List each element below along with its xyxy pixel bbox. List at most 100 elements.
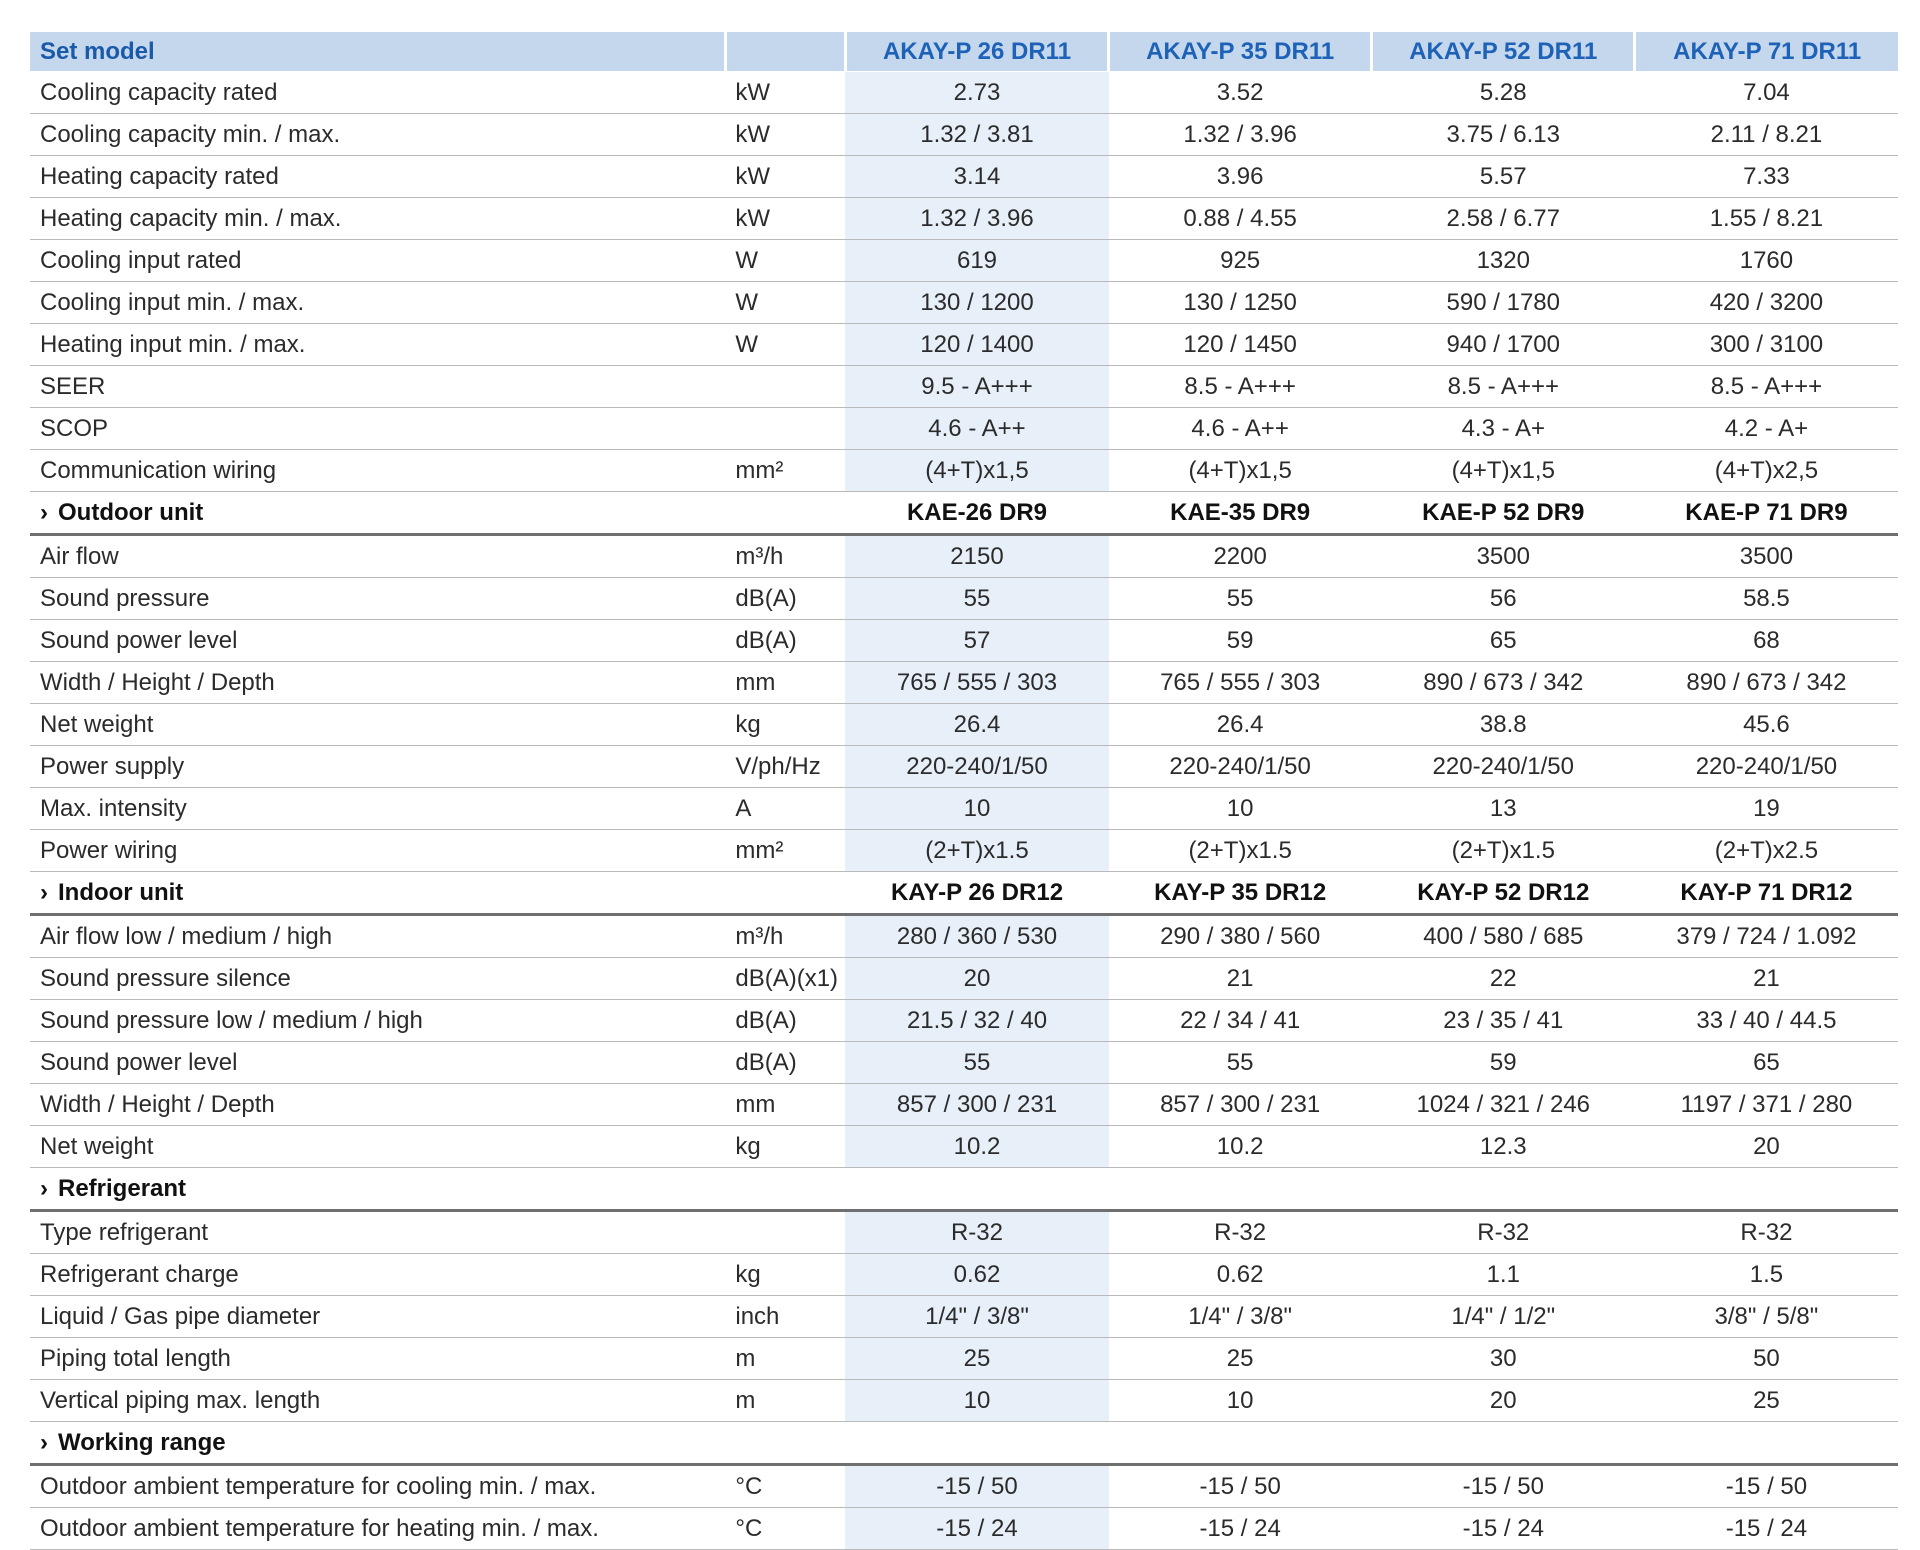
spec-value: 8.5 - A+++	[1371, 365, 1635, 408]
spec-value: 30	[1371, 1337, 1635, 1380]
spec-value: 21	[1634, 957, 1898, 1000]
spec-value: 10	[1108, 787, 1372, 830]
spec-value: 20	[845, 957, 1109, 1000]
section-title: Indoor unit	[58, 878, 184, 906]
spec-value: 2.58 / 6.77	[1371, 197, 1635, 240]
spec-value: 58.5	[1634, 577, 1898, 620]
spec-unit: kW	[725, 197, 846, 240]
section-title-cell: › Refrigerant	[30, 1167, 726, 1212]
spec-value: 290 / 380 / 560	[1108, 914, 1372, 958]
spec-value: 65	[1634, 1041, 1898, 1084]
section-model: KAY-P 35 DR12	[1108, 871, 1372, 916]
section-model: KAE-26 DR9	[845, 491, 1109, 536]
spec-value: 0.62	[1108, 1253, 1372, 1296]
spec-row: Cooling input min. / max. W 130 / 1200 130 …	[30, 281, 1898, 324]
spec-label: Liquid / Gas pipe diameter	[30, 1295, 726, 1338]
spec-label: Sound power level	[30, 1041, 726, 1084]
spec-value: 1.32 / 3.81	[845, 113, 1109, 156]
section-header: › Refrigerant	[30, 1167, 1898, 1212]
spec-row: Heating capacity rated kW 3.14 3.96 5.57 7.33	[30, 155, 1898, 198]
spec-row: Type refrigerant R-32 R-32 R-32 R-32	[30, 1210, 1898, 1254]
spec-label: Sound pressure	[30, 577, 726, 620]
spec-value: 3.52	[1108, 71, 1372, 114]
spec-value: 55	[1108, 577, 1372, 620]
spec-value: 619	[845, 239, 1109, 282]
section-title: Refrigerant	[58, 1174, 187, 1202]
spec-value: 2.73	[845, 71, 1109, 114]
spec-unit: kg	[725, 1125, 846, 1168]
spec-value: R-32	[1108, 1210, 1372, 1254]
spec-unit: kW	[725, 113, 846, 156]
spec-value: 3.75 / 6.13	[1371, 113, 1635, 156]
spec-unit: °C	[725, 1507, 846, 1550]
spec-value: 1.32 / 3.96	[845, 197, 1109, 240]
spec-value: 21.5 / 32 / 40	[845, 999, 1109, 1042]
spec-row: Vertical piping max. length m 10 10 20 25	[30, 1379, 1898, 1422]
spec-unit: kg	[725, 1253, 846, 1296]
spec-value: 59	[1371, 1041, 1635, 1084]
section-title-cell: › Outdoor unit	[30, 491, 726, 536]
spec-value: 765 / 555 / 303	[1108, 661, 1372, 704]
spec-row: Air flow low / medium / high m³/h 280 / 36…	[30, 914, 1898, 958]
spec-value: 59	[1108, 619, 1372, 662]
spec-value: 26.4	[1108, 703, 1372, 746]
spec-unit: W	[725, 239, 846, 282]
spec-value: 25	[1634, 1379, 1898, 1422]
header-model: AKAY-P 71 DR11	[1633, 32, 1898, 72]
spec-value: 56	[1371, 577, 1635, 620]
section-model	[1108, 1167, 1372, 1212]
section-model	[1108, 1421, 1372, 1466]
spec-value: 0.62	[845, 1253, 1109, 1296]
spec-value: 1/4" / 3/8"	[845, 1295, 1109, 1338]
spec-row: Max. intensity A 10 10 13 19	[30, 787, 1898, 830]
spec-value: 280 / 360 / 530	[845, 914, 1109, 958]
spec-label: Power wiring	[30, 829, 726, 872]
spec-table: Set model AKAY-P 26 DR11 AKAY-P 35 DR11 …	[30, 32, 1898, 1550]
section-model: KAE-35 DR9	[1108, 491, 1372, 536]
spec-value: 55	[845, 1041, 1109, 1084]
section-model: KAY-P 71 DR12	[1634, 871, 1898, 916]
spec-row: Width / Height / Depth mm 857 / 300 / 231 8…	[30, 1083, 1898, 1126]
spec-value: 1760	[1634, 239, 1898, 282]
spec-unit: V/ph/Hz	[725, 745, 846, 788]
spec-value: 3/8" / 5/8"	[1634, 1295, 1898, 1338]
chevron-right-icon: ›	[40, 1174, 48, 1202]
spec-value: (2+T)x1.5	[845, 829, 1109, 872]
spec-unit	[725, 365, 846, 408]
spec-value: -15 / 24	[845, 1507, 1109, 1550]
spec-value: 3500	[1371, 534, 1635, 578]
spec-value: 5.28	[1371, 71, 1635, 114]
header-row: Set model AKAY-P 26 DR11 AKAY-P 35 DR11 …	[30, 32, 1898, 72]
spec-value: 1.55 / 8.21	[1634, 197, 1898, 240]
spec-value: 33 / 40 / 44.5	[1634, 999, 1898, 1042]
spec-row: Power wiring mm² (2+T)x1.5 (2+T)x1.5 (2+T)x1…	[30, 829, 1898, 872]
spec-value: 379 / 724 / 1.092	[1634, 914, 1898, 958]
spec-unit: dB(A)	[725, 1041, 846, 1084]
spec-row: Net weight kg 26.4 26.4 38.8 45.6	[30, 703, 1898, 746]
spec-row: Width / Height / Depth mm 765 / 555 / 303 7…	[30, 661, 1898, 704]
spec-label: Vertical piping max. length	[30, 1379, 726, 1422]
spec-unit: °C	[725, 1464, 846, 1508]
spec-label: Power supply	[30, 745, 726, 788]
section-model	[1634, 1421, 1898, 1466]
spec-label: Heating input min. / max.	[30, 323, 726, 366]
section-unit-cell	[725, 1167, 846, 1212]
spec-value: 45.6	[1634, 703, 1898, 746]
spec-value: (2+T)x1.5	[1371, 829, 1635, 872]
spec-label: Communication wiring	[30, 449, 726, 492]
section-title: Outdoor unit	[58, 498, 204, 526]
section-model: KAE-P 71 DR9	[1634, 491, 1898, 536]
spec-value: (2+T)x2.5	[1634, 829, 1898, 872]
spec-row: Heating capacity min. / max. kW 1.32 / 3.9…	[30, 197, 1898, 240]
spec-label: Cooling input rated	[30, 239, 726, 282]
spec-row: Heating input min. / max. W 120 / 1400 120 …	[30, 323, 1898, 366]
spec-value: 1/4" / 1/2"	[1371, 1295, 1635, 1338]
spec-value: 3.14	[845, 155, 1109, 198]
spec-label: Width / Height / Depth	[30, 661, 726, 704]
spec-value: -15 / 50	[845, 1464, 1109, 1508]
spec-row: Sound pressure low / medium / high dB(A) 2…	[30, 999, 1898, 1042]
spec-value: -15 / 24	[1634, 1507, 1898, 1550]
spec-value: -15 / 50	[1108, 1464, 1372, 1508]
spec-value: 65	[1371, 619, 1635, 662]
spec-label: Cooling capacity rated	[30, 71, 726, 114]
